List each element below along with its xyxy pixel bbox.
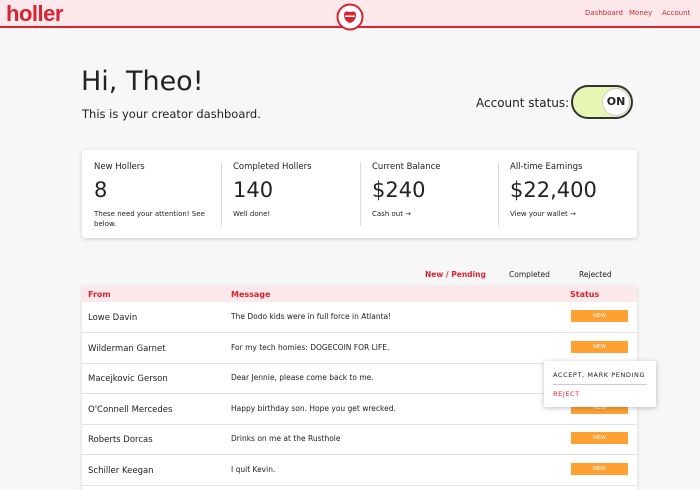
greeting-title: Hi, Theo!	[81, 66, 204, 97]
stat-value: 140	[233, 178, 274, 202]
divider	[221, 162, 222, 226]
table-row: Roberts Dorcas Drinks on me at the Rustho…	[82, 424, 637, 455]
status-toggle[interactable]: ON	[571, 85, 633, 119]
table-row: Schiller Keegan I quit Kevin. NEW	[82, 455, 637, 486]
menu-item[interactable]: REJECT	[553, 390, 580, 398]
sender: O'Connell Mercedes	[88, 404, 173, 415]
status-label: Account status:	[476, 96, 570, 110]
stat: All-time Earnings $22,400 View your wallet…	[498, 150, 637, 238]
sender: Roberts Dorcas	[88, 435, 153, 445]
table-row: Lowe Davin The Dodo kids were in full for…	[82, 302, 637, 333]
stat-note[interactable]: View your wallet →	[510, 210, 576, 218]
top-bar: holler Dashboard Money Account	[0, 0, 700, 31]
nav-link[interactable]: Account	[662, 9, 691, 17]
stat: New Hollers 8 These need your attention! S…	[82, 150, 221, 238]
status-badge[interactable]: NEW	[571, 462, 628, 475]
tab[interactable]: New / Pending	[425, 270, 486, 279]
status-badge[interactable]: NEW	[571, 340, 628, 353]
table-header: From Message Status	[82, 286, 637, 302]
nav-link[interactable]: Dashboard	[585, 9, 623, 17]
menu-separator	[553, 384, 647, 385]
greeting-subtitle: This is your creator dashboard.	[82, 107, 261, 121]
nav-link[interactable]: Money	[629, 9, 653, 17]
stat-label: Current Balance	[372, 162, 441, 172]
stat-label: All-time Earnings	[510, 162, 583, 172]
stat-label: New Hollers	[94, 162, 145, 172]
logo[interactable]: holler	[6, 1, 63, 26]
column-header: Status	[570, 290, 600, 299]
stat-note: Well done!	[233, 210, 271, 218]
stat: Completed Hollers 140 Well done!	[221, 150, 360, 238]
brand-icon[interactable]	[336, 3, 364, 31]
tab[interactable]: Completed	[509, 270, 550, 279]
status-badge[interactable]: NEW	[571, 310, 628, 322]
message: I quit Kevin.	[231, 464, 276, 474]
stat-value: $240	[372, 178, 426, 202]
divider	[498, 162, 499, 226]
message: The Dodo kids were in full force in Atla…	[231, 312, 392, 321]
message: Dear Jennie, please come back to me.	[231, 373, 374, 382]
message: Drinks on me at the Rusthole	[231, 434, 341, 443]
sender: Wilderman Garnet	[88, 343, 166, 354]
stat: Current Balance $240 Cash out →	[360, 150, 499, 238]
stat-label: Completed Hollers	[233, 162, 312, 172]
table-row: Wilderman Garnet For my tech homies: DOGE…	[82, 333, 637, 364]
stat-value: 8	[94, 178, 108, 202]
message: Happy birthday son. Hope you get wrecked…	[231, 403, 396, 413]
tab[interactable]: Rejected	[579, 270, 612, 279]
status-badge[interactable]: NEW	[571, 432, 628, 444]
stat-note: These need your attention! See below.	[94, 210, 205, 228]
stats-card: New Hollers 8 These need your attention! S…	[82, 150, 637, 238]
toggle-knob[interactable]: ON	[602, 88, 630, 116]
column-header: From	[88, 290, 111, 299]
sender: Schiller Keegan	[88, 465, 154, 476]
stat-value: $22,400	[510, 178, 597, 202]
column-header: Message	[231, 290, 271, 299]
sender: Macejkovic Gerson	[88, 374, 168, 384]
action-menu: ACCEPT, MARK PENDING REJECT	[544, 361, 656, 407]
menu-item[interactable]: ACCEPT, MARK PENDING	[553, 371, 646, 379]
divider	[360, 162, 361, 226]
message: For my tech homies: DOGECOIN FOR LIFE.	[231, 342, 390, 352]
sender: Lowe Davin	[88, 313, 138, 323]
stat-note[interactable]: Cash out →	[372, 210, 412, 218]
